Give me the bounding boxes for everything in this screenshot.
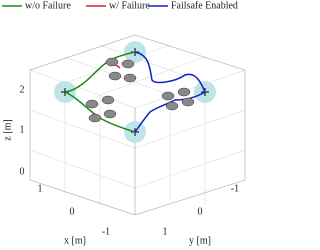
drones xyxy=(85,57,195,123)
legend-label: w/ Failure xyxy=(109,0,150,11)
x-axis-label: x [m] xyxy=(64,235,86,246)
legend: w/o Failure w/ Failure Failsafe Enabled xyxy=(2,0,238,11)
x-tick-label: -1 xyxy=(102,226,110,237)
x-tick-label: 1 xyxy=(38,183,43,194)
y-axis-label: y [m] xyxy=(189,235,211,246)
z-tick-label: 1 xyxy=(20,124,25,135)
z-axis: 2 1 0 z [m] xyxy=(2,84,24,177)
targets xyxy=(54,41,216,143)
x-axis: 1 0 -1 x [m] xyxy=(38,183,111,246)
legend-label: Failsafe Enabled xyxy=(171,0,238,11)
y-tick-label: -1 xyxy=(231,183,239,194)
y-tick-label: 1 xyxy=(163,226,168,237)
z-axis-label: z [m] xyxy=(2,119,13,140)
figure: w/o Failure w/ Failure Failsafe Enabled 2 … xyxy=(2,0,246,246)
y-tick-label: 0 xyxy=(198,206,203,217)
x-tick-label: 0 xyxy=(70,206,75,217)
z-tick-label: 0 xyxy=(20,166,25,177)
z-tick-label: 2 xyxy=(20,84,25,95)
legend-label: w/o Failure xyxy=(25,0,71,11)
y-axis: -1 0 1 y [m] xyxy=(163,183,240,246)
